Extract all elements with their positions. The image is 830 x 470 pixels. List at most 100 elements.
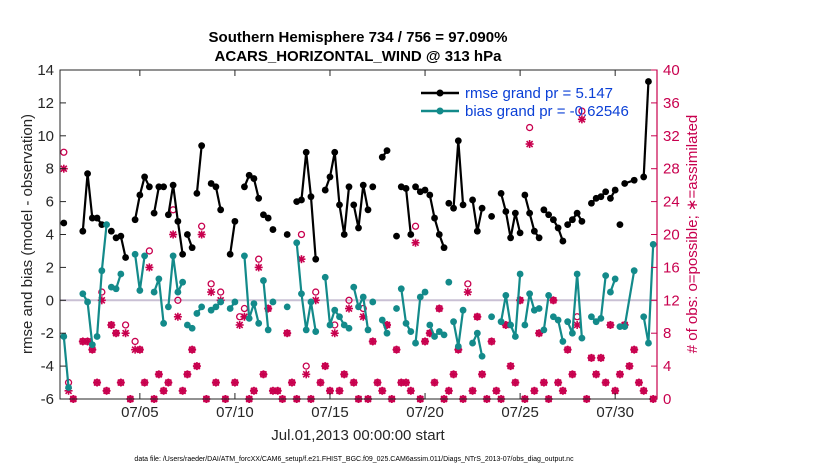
- obs-assimilated-marker: [116, 378, 125, 387]
- bias-point: [350, 283, 358, 291]
- bias-point: [264, 326, 272, 334]
- y-right-tick-label: 16: [663, 259, 680, 276]
- rmse-point: [616, 221, 624, 229]
- bias-point: [416, 293, 424, 301]
- rmse-point: [564, 221, 572, 229]
- y-right-tick-label: 20: [663, 227, 680, 244]
- rmse-point: [269, 226, 277, 233]
- bias-line-segment: [566, 272, 583, 339]
- obs-assimilated-marker: [335, 386, 344, 395]
- bias-point: [616, 323, 624, 331]
- obs-assimilated-marker: [411, 238, 420, 247]
- bias-point: [412, 339, 419, 347]
- y-right-tick-label: 4: [663, 358, 671, 375]
- obs-assimilated-marker: [630, 345, 639, 354]
- obs-assimilated-marker: [587, 353, 596, 362]
- rmse-point: [611, 186, 619, 194]
- obs-assimilated-marker: [112, 329, 121, 338]
- bias-point: [597, 314, 605, 322]
- rmse-point: [445, 199, 453, 207]
- obs-assimilated-marker: [273, 386, 282, 395]
- obs-assimilated-marker: [568, 370, 577, 379]
- rmse-point: [255, 194, 263, 202]
- y-left-tick-label: 4: [46, 227, 54, 244]
- y-right-tick-label: 40: [663, 62, 680, 79]
- x-tick-label: 07/25: [501, 404, 539, 421]
- rmse-point: [164, 211, 172, 219]
- bias-point: [326, 321, 334, 329]
- rmse-point: [535, 234, 543, 242]
- rmse-point: [88, 214, 96, 222]
- bias-point: [649, 240, 657, 248]
- bias-point: [179, 278, 187, 286]
- bias-point: [526, 290, 534, 298]
- rmse-point: [217, 206, 225, 214]
- y-left-tick-label: 6: [46, 194, 54, 211]
- y-right-tick-label: 32: [663, 128, 680, 145]
- bias-point: [88, 341, 96, 349]
- obs-assimilated-marker: [121, 329, 130, 338]
- bias-point: [568, 329, 576, 337]
- bias-point: [302, 326, 310, 334]
- bias-point: [331, 306, 339, 314]
- rmse-point: [250, 175, 258, 182]
- rmse-point: [407, 231, 415, 238]
- bias-point: [169, 252, 177, 260]
- obs-assimilated-marker: [287, 378, 296, 387]
- rmse-point: [383, 147, 391, 155]
- obs-assimilated-marker: [230, 378, 239, 387]
- bias-point: [621, 323, 629, 331]
- rmse-point: [141, 173, 149, 181]
- obs-assimilated-marker: [549, 296, 558, 305]
- rmse-point: [369, 183, 377, 191]
- bias-point: [321, 273, 329, 281]
- obs-assimilated-marker: [283, 329, 292, 338]
- rmse-point: [431, 214, 438, 222]
- obs-possible-marker: [145, 247, 154, 255]
- bias-point: [469, 339, 476, 347]
- obs-possible-marker: [525, 123, 534, 132]
- rmse-point: [193, 189, 201, 197]
- rmse-point: [350, 201, 358, 209]
- rmse-point: [84, 170, 91, 178]
- obs-assimilated-marker: [102, 386, 111, 395]
- bias-point: [488, 313, 495, 321]
- bias-point: [345, 324, 353, 332]
- obs-assimilated-marker: [606, 320, 615, 329]
- bias-point: [336, 313, 343, 321]
- obs-assimilated-marker: [330, 329, 339, 338]
- legend-rmse-label: rmse grand pr = 5.147: [465, 85, 613, 102]
- rmse-point: [174, 217, 182, 225]
- legend-bias-label: bias grand pr = -0.62546: [465, 103, 629, 120]
- bias-point: [217, 298, 225, 306]
- rmse-point: [459, 201, 467, 209]
- obs-assimilated-marker: [344, 304, 353, 313]
- bias-point: [402, 319, 410, 327]
- plot-area: [60, 70, 657, 399]
- rmse-point: [549, 216, 557, 224]
- rmse-point: [435, 231, 443, 238]
- legend-rmse-marker: [436, 89, 444, 97]
- rmse-point: [402, 185, 410, 192]
- rmse-point: [79, 227, 87, 235]
- bias-point: [298, 290, 305, 298]
- bias-point: [407, 328, 415, 335]
- obs-assimilated-marker: [478, 370, 487, 379]
- bias-point: [511, 333, 519, 340]
- rmse-line-segment: [229, 221, 237, 255]
- obs-possible-marker: [297, 230, 306, 239]
- bias-point: [421, 288, 429, 296]
- bias-point: [255, 319, 263, 327]
- y-left-tick-label: 10: [37, 128, 54, 145]
- obs-assimilated-marker: [154, 370, 163, 379]
- bias-point: [136, 287, 144, 294]
- bias-point: [364, 326, 372, 334]
- rmse-point: [630, 176, 638, 184]
- bias-line-segment: [262, 280, 270, 331]
- bias-point: [250, 300, 258, 307]
- rmse-point: [545, 211, 553, 219]
- y-left-tick-label: 8: [46, 161, 54, 178]
- rmse-point: [117, 232, 125, 240]
- bias-point: [459, 306, 467, 314]
- rmse-point: [331, 148, 339, 156]
